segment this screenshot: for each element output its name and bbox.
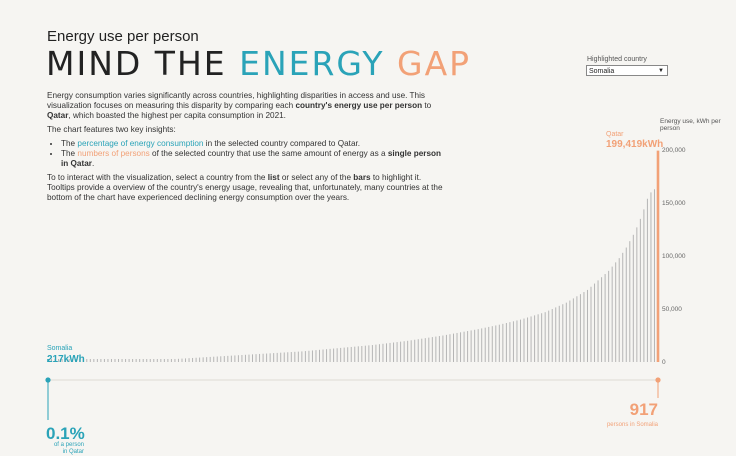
y-tick-label: 150,000: [662, 200, 686, 207]
high-country-name: Qatar: [606, 131, 624, 138]
insight-item-1: The percentage of energy consumption in …: [61, 139, 447, 149]
country-filter-label: Highlighted country: [587, 56, 647, 63]
title-part-1: MIND THE: [46, 44, 240, 83]
high-country-value: 199,419kWh: [606, 139, 663, 150]
y-axis-label: Energy use, kWh per person: [660, 118, 721, 132]
low-country-value: 217kWh: [47, 354, 85, 365]
persons-value: 917: [629, 400, 658, 419]
high-marker-dot: [655, 377, 661, 383]
country-select-value: Somalia: [589, 68, 615, 75]
y-tick-label: 200,000: [662, 147, 686, 154]
page-title: MIND THE ENERGY GAP: [46, 46, 471, 82]
y-tick-label: 0: [662, 359, 666, 366]
description-paragraph-3: To to interact with the visualization, s…: [47, 173, 443, 202]
title-part-2: ENERGY: [239, 44, 398, 83]
country-select[interactable]: Somalia ▼: [586, 65, 668, 76]
title-part-3: GAP: [397, 44, 472, 83]
low-marker-dot: [45, 377, 51, 383]
page-subtitle: Energy use per person: [47, 28, 199, 45]
chevron-down-icon[interactable]: ▼: [658, 68, 664, 74]
low-country-name: Somalia: [47, 345, 72, 352]
persons-note: persons in Somalia: [606, 422, 658, 428]
description-paragraph-1: Energy consumption varies significantly …: [47, 91, 432, 120]
insight-item-2: The numbers of persons of the selected c…: [61, 149, 447, 169]
insight-list: The percentage of energy consumption in …: [47, 139, 447, 169]
y-tick-label: 100,000: [662, 253, 686, 260]
percent-value: 0.1%: [46, 424, 85, 443]
description: Energy consumption varies significantly …: [47, 91, 447, 207]
description-paragraph-2: The chart features two key insights:: [47, 125, 176, 134]
percent-note: of a person in Qatar: [53, 442, 84, 455]
y-tick-label: 50,000: [662, 306, 682, 313]
